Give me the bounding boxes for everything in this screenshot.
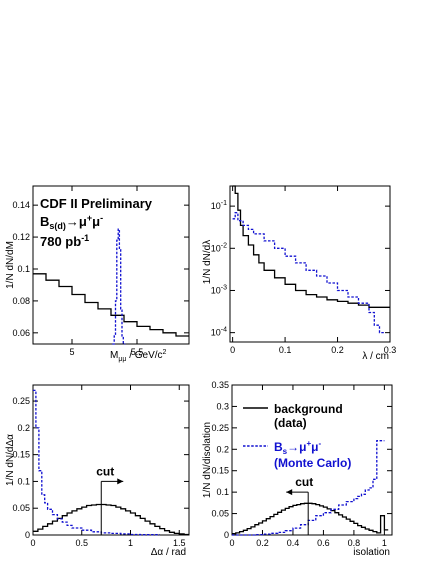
lambda-ytick-label: 10-3 <box>211 284 227 295</box>
legend: background (data) Bs→μ+μ- (Monte Carlo) <box>243 402 351 470</box>
lambda-xtick-label: 0.2 <box>331 345 344 355</box>
delta-alpha-mc-histogram <box>33 389 160 536</box>
mass-background-histogram <box>33 273 189 337</box>
delta-alpha-ytick-label: 0.15 <box>12 450 30 460</box>
isolation-xtick-label: 0 <box>229 538 234 548</box>
cdf-annotation: CDF II Preliminary Bs(d)→μ+μ- 780 pb-1 <box>40 196 153 249</box>
mass-mc-histogram <box>112 228 126 345</box>
isolation-xtick-label: 0.2 <box>256 538 269 548</box>
isolation-ytick-label: 0.05 <box>211 509 229 519</box>
mass-plot-frame <box>32 185 190 345</box>
isolation-ytick-label: 0.25 <box>211 423 229 433</box>
lambda-ylabel: 1/N dN/dλ <box>202 240 213 284</box>
isolation-ylabel: 1/N dN/disolation <box>202 422 213 498</box>
lambda-background-histogram <box>232 185 390 308</box>
delta-alpha-xtick-label: 1.5 <box>173 538 186 548</box>
delta-alpha-ytick-label: 0.25 <box>12 396 30 406</box>
mass-ytick-label: 0.08 <box>12 296 30 306</box>
isolation-ytick-label: 0.2 <box>216 444 229 454</box>
isolation-ytick-label: 0.15 <box>211 466 229 476</box>
mass-ytick-label: 0.1 <box>17 264 30 274</box>
mass-ylabel: 1/N dN/dM <box>5 241 16 289</box>
delta-alpha-ytick-label: 0.1 <box>17 476 30 486</box>
delta-alpha-xtick-label: 0.5 <box>75 538 88 548</box>
mass-ytick-label: 0.12 <box>12 232 30 242</box>
lambda-xtick-label: 0.1 <box>279 345 292 355</box>
annotation-title: CDF II Preliminary <box>40 196 153 211</box>
delta-alpha-background-histogram <box>33 503 189 536</box>
legend-background-sublabel: (data) <box>274 416 307 430</box>
isolation-xtick-label: 0.6 <box>317 538 330 548</box>
delta-alpha-ytick-label: 0.05 <box>12 503 30 513</box>
isolation-background-histogram <box>232 502 389 535</box>
isolation-xlabel: isolation <box>353 547 390 558</box>
isolation-ytick-label: 0.3 <box>216 401 229 411</box>
delta-alpha-ytick-label: 0 <box>25 530 30 540</box>
mass-ytick-label: 0.06 <box>12 328 30 338</box>
isolation-xtick-label: 0.4 <box>287 538 300 548</box>
lambda-mc-histogram <box>232 212 385 334</box>
delta-alpha-panel: 1/N dN/dΔα Δα / rad 0 0.5 1 1.5 0 0.05 0.1 0.15… <box>5 384 190 558</box>
delta-alpha-xtick-label: 0 <box>30 538 35 548</box>
legend-mc-sublabel: (Monte Carlo) <box>274 456 351 470</box>
isolation-xtick-label: 0.8 <box>348 538 361 548</box>
delta-alpha-ylabel: 1/N dN/dΔα <box>5 434 16 486</box>
mass-xtick-label: 5 <box>69 347 74 357</box>
isolation-xtick-label: 1 <box>382 538 387 548</box>
mass-ytick-label: 0.14 <box>12 200 30 210</box>
annotation-decay: Bs(d)→μ+μ- <box>40 213 103 231</box>
legend-background-label: background <box>274 402 343 416</box>
isolation-panel: 1/N dN/disolation isolation background (… <box>202 380 393 558</box>
delta-alpha-ytick-label: 0.2 <box>17 423 30 433</box>
isolation-ytick-label: 0.1 <box>216 487 229 497</box>
lambda-ytick-label: 10-4 <box>211 327 227 338</box>
mass-xtick-label: 5.5 <box>131 347 144 357</box>
lambda-xtick-label: 0.3 <box>384 345 397 355</box>
isolation-cut-label: cut <box>295 475 313 489</box>
lambda-xtick-label: 0 <box>230 345 235 355</box>
lambda-ytick-label: 10-1 <box>211 200 227 211</box>
delta-alpha-xlabel: Δα / rad <box>151 547 186 558</box>
annotation-luminosity: 780 pb-1 <box>40 233 89 249</box>
delta-alpha-cut-label: cut <box>96 464 114 478</box>
lambda-panel: 1/N dN/dλ λ / cm 0 0.1 0.2 0.3 10-4 10-3 10-2 1… <box>202 185 397 362</box>
lambda-xlabel: λ / cm <box>362 351 389 362</box>
delta-alpha-plot-frame <box>32 384 190 536</box>
isolation-ytick-label: 0.35 <box>211 380 229 390</box>
delta-alpha-cut-arrowhead <box>117 478 124 485</box>
delta-alpha-xtick-label: 1 <box>128 538 133 548</box>
mass-panel: 1/N dN/dM Mμμ / GeV/c2 CDF II Preliminar… <box>5 185 190 363</box>
lambda-plot-frame <box>229 185 391 343</box>
mass-xlabel: Mμμ / GeV/c2 <box>110 349 167 363</box>
isolation-plot-frame <box>231 384 393 536</box>
lambda-ytick-label: 10-2 <box>211 242 227 253</box>
isolation-cut-arrowhead <box>286 489 293 496</box>
isolation-ytick-label: 0 <box>224 530 229 540</box>
legend-mc-label: Bs→μ+μ- <box>274 439 321 456</box>
isolation-mc-histogram <box>232 440 385 536</box>
